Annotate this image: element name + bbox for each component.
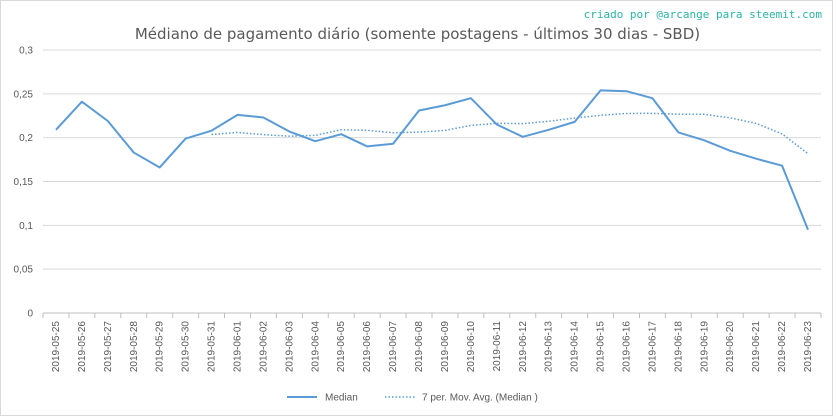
legend-label: Median: [325, 393, 358, 404]
y-tick-label: 0,1: [19, 221, 33, 232]
x-tick-label: 2019-06-03: [284, 321, 295, 373]
x-tick-label: 2019-06-01: [233, 321, 244, 373]
legend-label: 7 per. Mov. Avg. (Median ): [422, 393, 538, 404]
x-tick-label: 2019-06-09: [440, 321, 451, 373]
x-tick-label: 2019-06-07: [388, 321, 399, 373]
x-tick-label: 2019-06-06: [362, 321, 373, 373]
median-line: [55, 89, 809, 231]
credit-text: criado por @arcange para steemit.com: [583, 8, 822, 21]
x-tick-label: 2019-05-27: [103, 321, 114, 373]
y-tick-label: 0,05: [14, 265, 34, 276]
x-tick-label: 2019-06-13: [544, 321, 555, 373]
moving-average-point: [366, 129, 368, 131]
x-tick-label: 2019-06-02: [258, 321, 269, 373]
x-tick-label: 2019-06-17: [647, 321, 658, 373]
x-tick-label: 2019-06-11: [492, 321, 503, 372]
x-tick-label: 2019-06-04: [310, 321, 321, 373]
x-tick-label: 2019-06-08: [414, 321, 425, 373]
x-tick-label: 2019-05-30: [181, 321, 192, 373]
x-tick-label: 2019-06-18: [673, 321, 684, 373]
x-tick-label: 2019-06-19: [699, 321, 710, 373]
x-tick-label: 2019-06-15: [596, 321, 607, 373]
x-tick-label: 2019-06-05: [336, 321, 347, 373]
x-tick-label: 2019-05-25: [51, 321, 62, 373]
x-tick-label: 2019-06-20: [725, 321, 736, 373]
x-tick-label: 2019-06-12: [518, 321, 529, 373]
y-tick-label: 0: [27, 309, 33, 320]
x-tick-label: 2019-06-16: [622, 321, 633, 373]
moving-average-point: [599, 114, 601, 116]
moving-average-line: [211, 112, 809, 155]
x-tick-label: 2019-06-21: [751, 321, 762, 373]
y-tick-label: 0,3: [19, 46, 33, 57]
x-tick-label: 2019-06-22: [777, 321, 788, 373]
x-tick-label: 2019-06-23: [803, 321, 814, 373]
y-tick-label: 0,25: [14, 89, 34, 100]
x-tick-label: 2019-06-14: [570, 321, 581, 373]
chart-title: Médiano de pagamento diário (somente pos…: [134, 25, 701, 43]
y-tick-label: 0,2: [19, 133, 33, 144]
x-tick-label: 2019-05-31: [207, 321, 218, 373]
x-tick-label: 2019-05-26: [77, 321, 88, 373]
x-tick-label: 2019-06-10: [466, 321, 477, 373]
x-tick-label: 2019-05-29: [155, 321, 166, 373]
y-tick-label: 0,15: [14, 177, 34, 188]
x-tick-label: 2019-05-28: [129, 321, 140, 373]
moving-average-point: [314, 134, 316, 136]
